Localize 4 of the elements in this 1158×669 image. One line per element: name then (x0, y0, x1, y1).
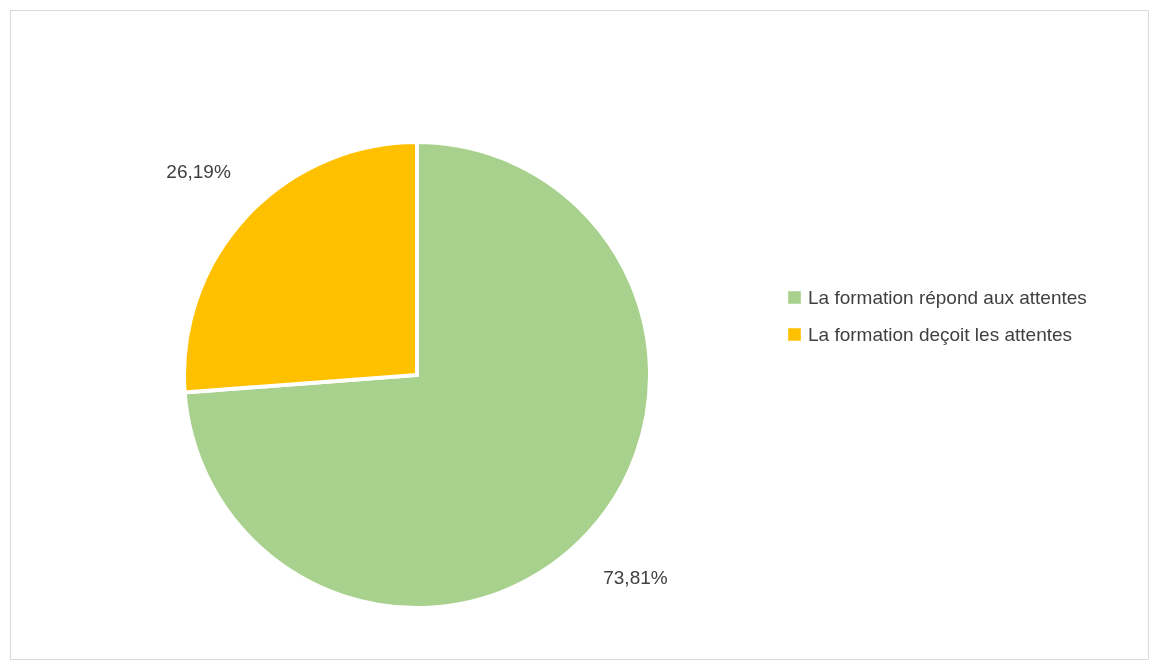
data-label: 26,19% (166, 161, 231, 183)
legend-label: La formation répond aux attentes (808, 286, 1087, 308)
legend-label: La formation deçoit les attentes (808, 323, 1073, 345)
data-label: 73,81% (603, 566, 668, 588)
